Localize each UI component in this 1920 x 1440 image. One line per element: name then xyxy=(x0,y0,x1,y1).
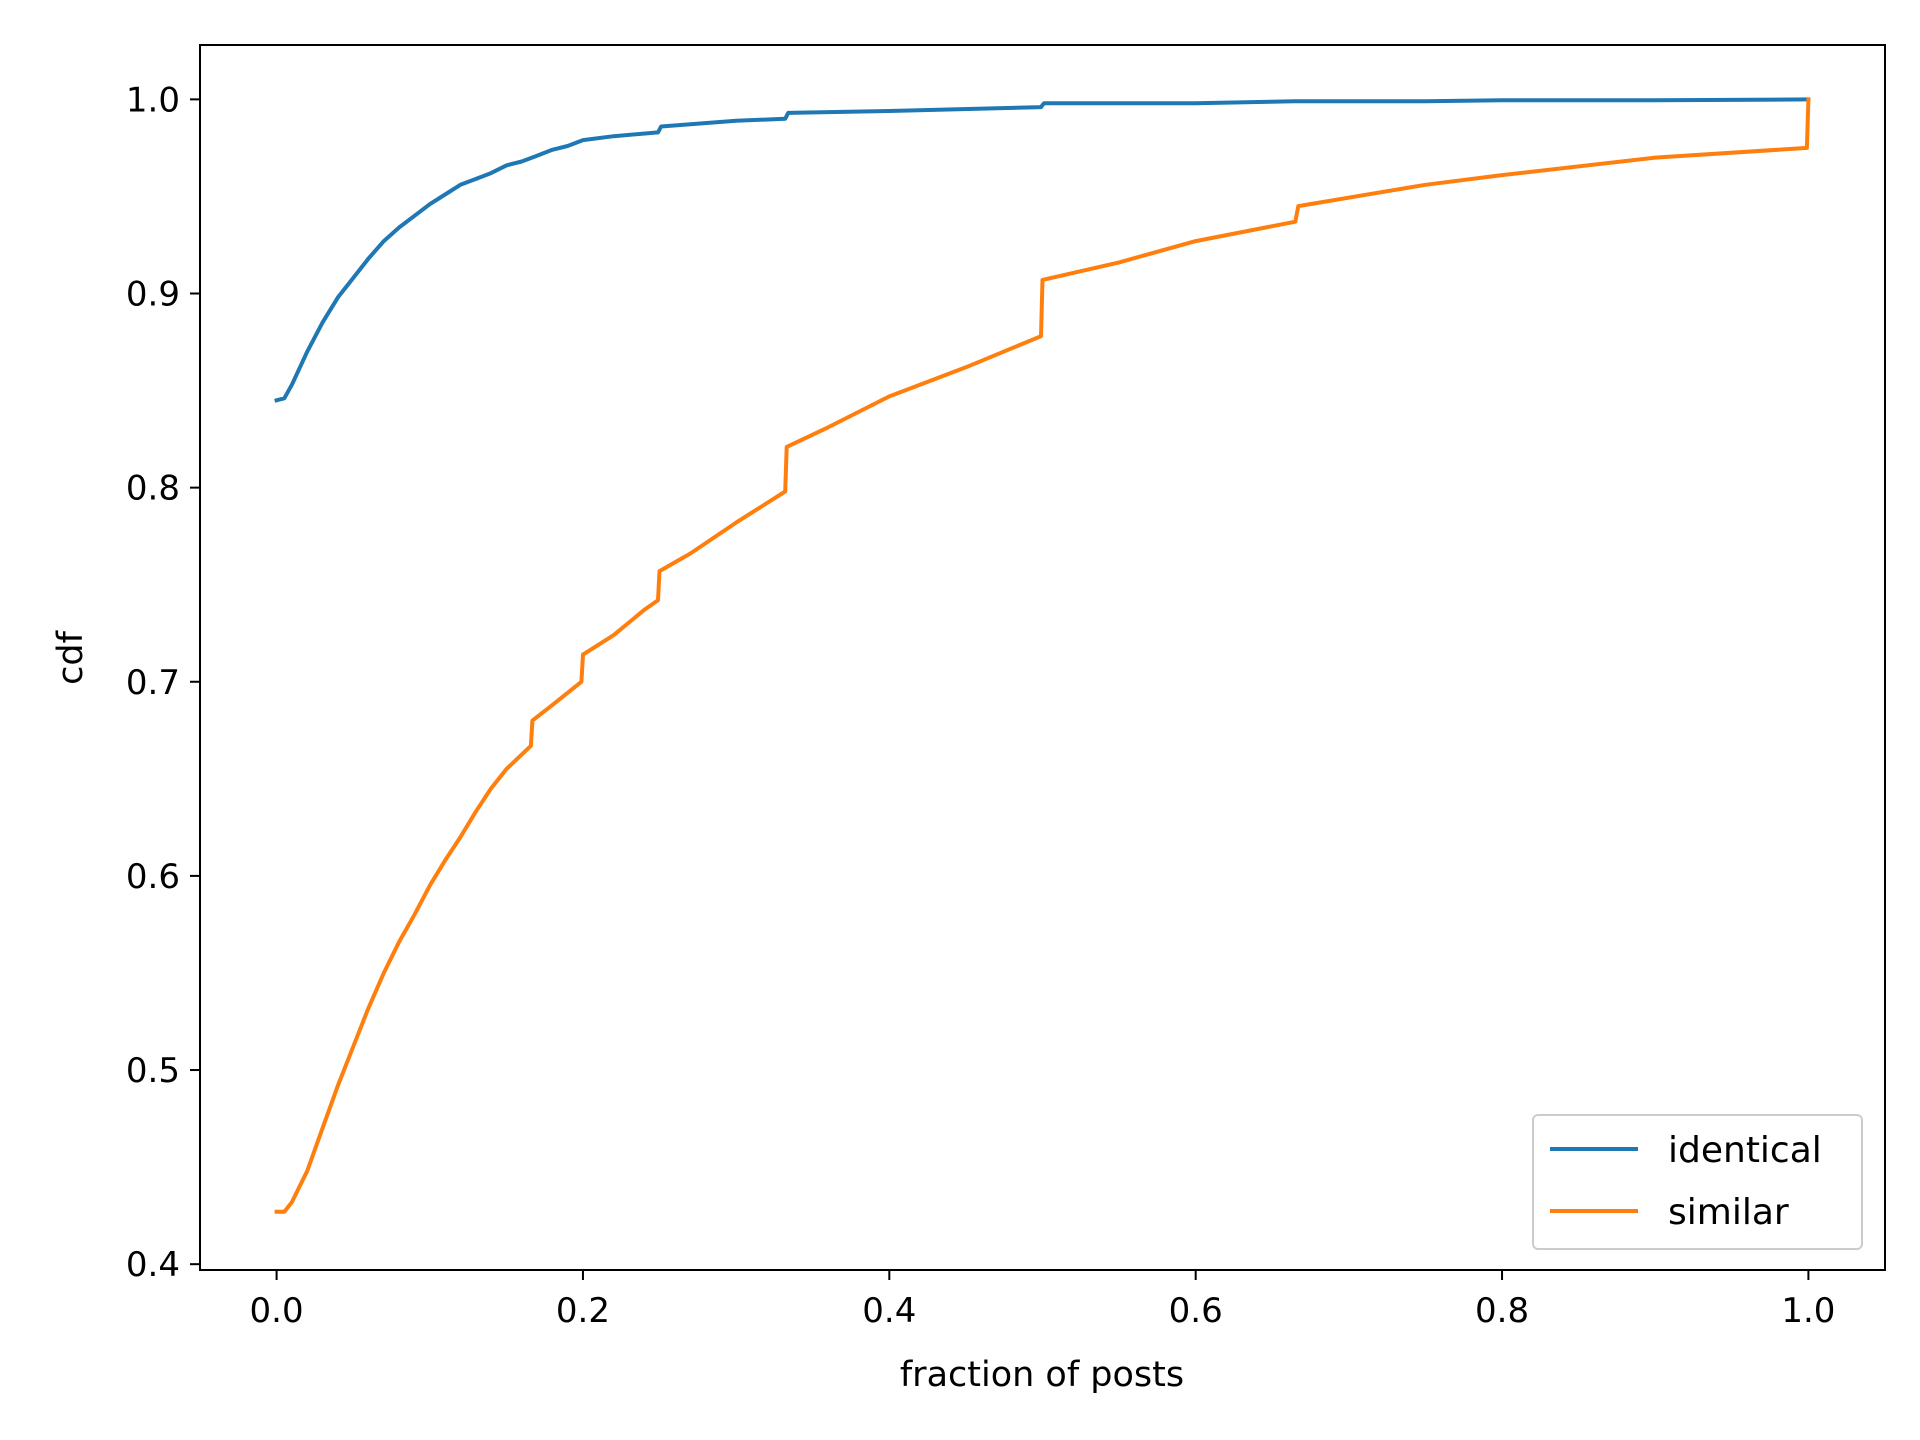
x-axis: 0.0 0.2 0.4 0.6 0.8 1.0 xyxy=(250,1270,1835,1331)
y-tick-label: 0.6 xyxy=(126,857,180,897)
x-axis-label: fraction of posts xyxy=(900,1355,1184,1395)
plot-area xyxy=(200,45,1885,1270)
y-tick-label: 0.4 xyxy=(126,1245,180,1285)
y-tick-label: 0.5 xyxy=(126,1051,180,1091)
y-tick-label: 0.7 xyxy=(126,663,180,703)
x-tick-label: 0.4 xyxy=(862,1291,916,1331)
x-tick-label: 0.6 xyxy=(1169,1291,1223,1331)
x-tick-label: 0.0 xyxy=(250,1291,304,1331)
series-line-identical xyxy=(274,97,1811,403)
series-line-similar xyxy=(274,97,1811,1214)
legend-label-similar: similar xyxy=(1668,1192,1789,1233)
y-axis-label: cdf xyxy=(51,630,91,684)
x-tick-label: 1.0 xyxy=(1781,1291,1835,1331)
plot-frame xyxy=(199,44,1886,1271)
legend-label-identical: identical xyxy=(1668,1130,1822,1171)
y-axis: 0.4 0.5 0.6 0.7 0.8 0.9 1.0 xyxy=(126,80,200,1285)
y-tick-label: 0.9 xyxy=(126,274,180,314)
series-layer xyxy=(274,97,1811,1214)
y-tick-label: 0.8 xyxy=(126,469,180,509)
legend: identical similar xyxy=(1532,1114,1863,1250)
x-tick-label: 0.2 xyxy=(556,1291,610,1331)
y-tick-label: 1.0 xyxy=(126,80,180,120)
x-tick-label: 0.8 xyxy=(1475,1291,1529,1331)
